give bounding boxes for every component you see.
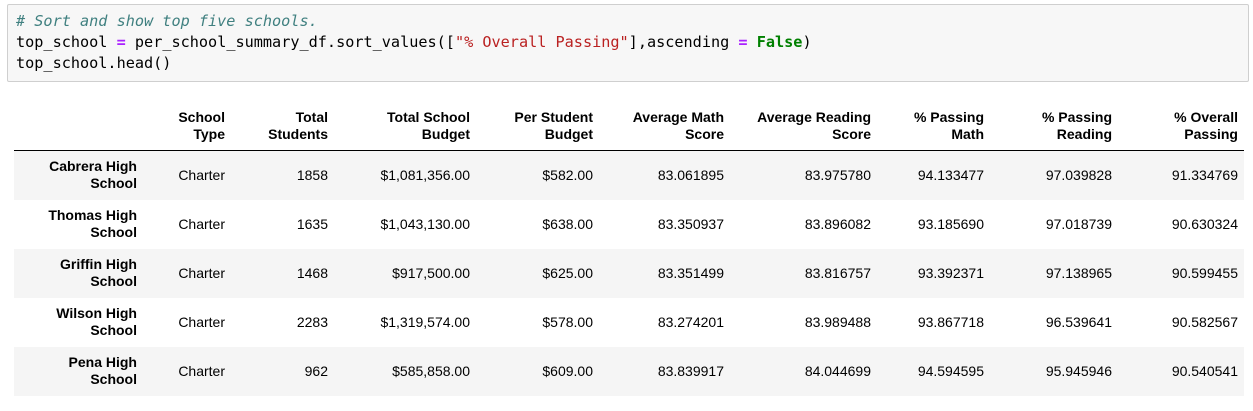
table-cell: $917,500.00 [392,265,470,281]
table-cell: $625.00 [542,265,593,281]
cell-output: School Type Total Students Total School Bu… [14,105,1244,396]
code-string-arg: "% Overall Passing" [454,33,629,51]
table-cell: 83.350937 [657,216,724,232]
row-index-school: Cabrera High School [49,158,137,192]
code-head-line: top_school.head() [16,54,172,72]
code-keyword: False [756,33,803,51]
column-header: Average Math Score [599,105,730,151]
table-cell: 83.975780 [804,167,871,184]
table-row: Cabrera High School Charter 1858 $1,081,356… [14,150,1244,200]
table-cell: Charter [178,363,225,379]
column-header: % Overall Passing [1118,105,1244,151]
code-variable: top_school [16,33,108,51]
table-cell: 83.839917 [657,363,724,379]
code-call-close: ) [802,33,812,51]
code-cell-input[interactable]: # Sort and show top five schools. top_sc… [7,4,1249,82]
table-cell: 1858 [296,167,328,184]
code-operator: = [116,33,126,51]
table-cell: 90.540541 [1171,363,1238,379]
table-cell: 95.945946 [1045,363,1112,379]
table-cell: 94.594595 [917,363,984,379]
table-row: Griffin High School Charter 1468 $917,500.0… [14,248,1244,298]
table-cell: Charter [178,314,225,330]
column-header: Total Students [231,105,334,151]
table-cell: 83.816757 [804,265,871,281]
table-header-row: School Type Total Students Total School Bu… [14,105,1244,151]
table-cell: $638.00 [542,216,593,232]
row-index-school: Pena High School [68,354,137,387]
table-cell: $1,081,356.00 [380,167,470,184]
table-cell: 2283 [296,314,328,330]
code-call-mid: ],ascending [628,33,730,51]
table-cell: $578.00 [542,314,593,330]
table-cell: $609.00 [542,363,593,379]
table-cell: Charter [178,216,225,232]
table-cell: $582.00 [542,167,593,184]
table-cell: 93.185690 [917,216,984,232]
table-cell: 83.274201 [657,314,724,330]
table-cell: 90.599455 [1171,265,1238,281]
table-cell: Charter [178,265,225,281]
table-row: Wilson High School Charter 2283 $1,319,574.… [14,298,1244,347]
table-cell: 962 [304,363,328,379]
table-cell: Charter [178,167,225,184]
table-body: Cabrera High School Charter 1858 $1,081,356… [14,150,1244,396]
row-index-school: Griffin High School [60,256,137,289]
table-row: Pena High School Charter 962 $585,858.00 $60… [14,346,1244,396]
code-comment: # Sort and show top five schools. [16,12,318,30]
column-header: Average Reading Score [730,105,877,151]
row-index-school: Thomas High School [48,207,137,240]
table-cell: 83.061895 [657,167,724,184]
code-comment-line: # Sort and show top five schools. [16,11,1248,32]
column-header: Total School Budget [334,105,476,151]
table-cell: 93.392371 [917,265,984,281]
table-cell: 97.039828 [1045,167,1112,184]
table-cell: 84.044699 [804,363,871,379]
code-call: per_school_summary_df.sort_values([ [134,33,455,51]
table-cell: 83.351499 [657,265,724,281]
dataframe-table: School Type Total Students Total School Bu… [14,105,1244,396]
table-cell: $1,319,574.00 [380,314,470,330]
table-cell: 83.989488 [804,314,871,330]
table-cell: $1,043,130.00 [380,216,470,232]
table-cell: 83.896082 [804,216,871,232]
table-cell: $585,858.00 [392,363,470,379]
table-cell: 93.867718 [917,314,984,330]
table-cell: 97.018739 [1045,216,1112,232]
table-cell: 1635 [296,216,328,232]
table-cell: 91.334769 [1171,167,1238,184]
table-cell: 90.630324 [1171,216,1238,232]
table-cell: 90.582567 [1171,314,1238,330]
code-operator: = [738,33,748,51]
table-cell: 1468 [296,265,328,281]
table-row: Thomas High School Charter 1635 $1,043,130.… [14,200,1244,249]
table-cell: 94.133477 [917,167,984,184]
code-sort-line: top_school = per_school_summary_df.sort_… [16,32,1248,53]
column-header: School Type [143,105,231,151]
table-cell: 96.539641 [1045,314,1112,330]
column-header: % Passing Reading [990,105,1118,151]
row-index-school: Wilson High School [56,305,137,338]
column-header: % Passing Math [877,105,990,151]
column-header: Per Student Budget [476,105,599,151]
table-cell: 97.138965 [1045,265,1112,281]
index-header [14,105,143,151]
